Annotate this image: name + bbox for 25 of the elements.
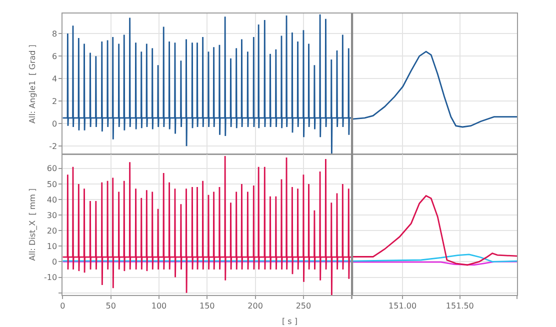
y-tick-label: -10 <box>44 273 58 282</box>
y-axis-title: All: Dist_X [ mm ] <box>28 188 37 261</box>
y-tick-label: 6 <box>52 52 58 61</box>
y-tick-label: 0 <box>52 119 58 128</box>
x-tick-label: 151.00 <box>388 302 417 311</box>
y-tick-label: -2 <box>49 142 58 151</box>
y-axis-title: All: Angle1 [ Grad ] <box>28 44 38 124</box>
y-tick-label: 4 <box>52 74 58 84</box>
x-tick-label: 50 <box>106 302 116 311</box>
y-tick-label: 20 <box>46 226 58 236</box>
y-tick-label: 10 <box>46 242 58 251</box>
x-tick-label: 250 <box>296 302 312 311</box>
y-tick-label: 60 <box>46 164 58 174</box>
x-axis-title: [ s ] <box>282 317 298 326</box>
x-tick-label: 200 <box>248 302 263 311</box>
x-tick-label: 100 <box>151 302 167 311</box>
y-tick-label: 30 <box>46 210 58 220</box>
x-tick-label: 150 <box>200 302 215 311</box>
y-tick-label: 8 <box>52 29 58 38</box>
y-tick-label: 0 <box>52 258 58 267</box>
y-tick-label: 2 <box>52 96 58 106</box>
y-tick-label: 40 <box>46 195 58 204</box>
x-tick-label: 0 <box>60 302 66 311</box>
y-tick-label: 50 <box>46 180 58 189</box>
x-tick-label: 151.50 <box>446 302 474 311</box>
